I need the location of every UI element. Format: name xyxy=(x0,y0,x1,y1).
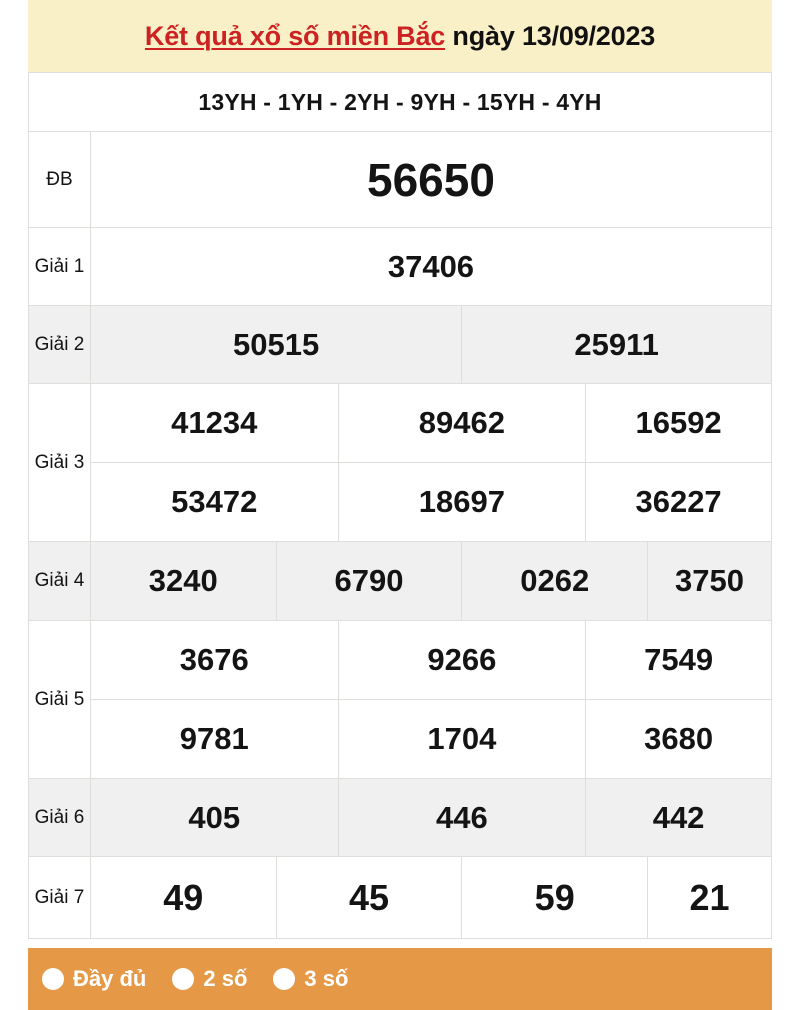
prize-value-g5-4: 9781 xyxy=(89,699,339,779)
prize-value-g1: 37406 xyxy=(89,227,773,306)
prize-label-g3: Giải 3 xyxy=(28,383,91,542)
prize-value-g2-1: 50515 xyxy=(89,305,463,384)
table-row-g4: Giải 4 3240 6790 0262 3750 xyxy=(28,541,772,621)
prize-value-g3-4: 53472 xyxy=(89,462,339,542)
subtitle-cell: 13YH - 1YH - 2YH - 9YH - 15YH - 4YH xyxy=(28,72,772,132)
radio-option-full[interactable]: Đầy đủ xyxy=(42,966,146,992)
prize-value-g4-2: 6790 xyxy=(275,541,463,621)
prize-value-g7-2: 45 xyxy=(275,856,463,939)
prize-value-g3-2: 89462 xyxy=(337,383,587,463)
table-row-g3-a: Giải 3 41234 89462 16592 xyxy=(28,383,772,542)
prize-value-g5-6: 3680 xyxy=(585,699,772,779)
table-row-g3-b: 53472 18697 36227 xyxy=(29,462,772,542)
prize-value-g3-6: 36227 xyxy=(585,462,772,542)
prize-value-g3-5: 18697 xyxy=(337,462,587,542)
prize-label-g2: Giải 2 xyxy=(28,305,91,384)
prize-value-g3-3: 16592 xyxy=(585,383,772,463)
table-row-g2: Giải 2 50515 25911 xyxy=(28,305,772,384)
page-title-main: Kết quả xổ số miền Bắc xyxy=(144,20,446,51)
radio-label-full: Đầy đủ xyxy=(73,966,147,991)
prize-label-g7: Giải 7 xyxy=(28,856,91,939)
lottery-results-table: 13YH - 1YH - 2YH - 9YH - 15YH - 4YH ĐB 5… xyxy=(28,72,773,939)
display-mode-footer: Đầy đủ 2 số 3 số xyxy=(28,948,772,1010)
table-row-g5-a: Giải 5 3676 9266 7549 xyxy=(28,620,772,779)
prize-value-db: 56650 xyxy=(89,131,773,228)
prize-value-g4-3: 0262 xyxy=(461,541,649,621)
prize-value-g5-2: 9266 xyxy=(337,620,587,700)
radio-circle-icon[interactable] xyxy=(172,968,195,990)
page-title: Kết quả xổ số miền Bắc ngày 13/09/2023 xyxy=(145,21,655,52)
table-row-g5-b: 9781 1704 3680 xyxy=(29,699,772,779)
radio-label-3-digits: 3 số xyxy=(304,966,349,991)
table-row-g1: Giải 1 37406 xyxy=(28,227,773,306)
prize-value-g3-1: 41234 xyxy=(89,383,339,463)
prize-value-g2-2: 25911 xyxy=(461,305,772,384)
page-title-date: ngày 13/09/2023 xyxy=(452,20,656,51)
prize-value-g4-4: 3750 xyxy=(647,541,772,621)
table-row-subtitle: 13YH - 1YH - 2YH - 9YH - 15YH - 4YH xyxy=(28,72,772,132)
table-row-db: ĐB 56650 xyxy=(28,131,773,228)
radio-option-2-digits[interactable]: 2 số xyxy=(172,966,247,992)
table-row-g7: Giải 7 49 45 59 21 xyxy=(28,856,772,939)
radio-circle-icon[interactable] xyxy=(42,968,64,990)
prize-value-g6-2: 446 xyxy=(337,778,587,857)
prize-value-g6-3: 442 xyxy=(585,778,772,857)
radio-option-3-digits[interactable]: 3 số xyxy=(273,966,348,992)
radio-label-2-digits: 2 số xyxy=(203,966,248,991)
prize-label-g1: Giải 1 xyxy=(28,227,91,306)
radio-circle-icon[interactable] xyxy=(273,968,296,990)
prize-label-g6: Giải 6 xyxy=(28,778,91,857)
prize-value-g7-1: 49 xyxy=(89,856,277,939)
table-row-g6: Giải 6 405 446 442 xyxy=(28,778,772,857)
prize-value-g5-1: 3676 xyxy=(89,620,339,700)
prize-label-g4: Giải 4 xyxy=(28,541,91,621)
prize-value-g5-5: 1704 xyxy=(337,699,587,779)
prize-value-g6-1: 405 xyxy=(89,778,339,857)
prize-value-g5-3: 7549 xyxy=(585,620,772,700)
prize-label-g5: Giải 5 xyxy=(28,620,91,779)
header-banner: Kết quả xổ số miền Bắc ngày 13/09/2023 xyxy=(28,0,772,72)
prize-value-g4-1: 3240 xyxy=(89,541,277,621)
prize-label-db: ĐB xyxy=(28,131,91,228)
prize-value-g7-3: 59 xyxy=(461,856,649,939)
prize-value-g7-4: 21 xyxy=(647,856,772,939)
